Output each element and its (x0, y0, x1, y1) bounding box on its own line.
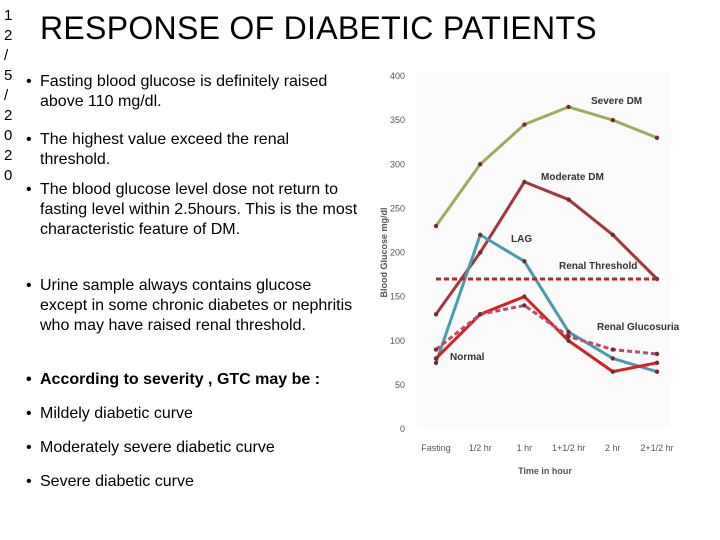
data-point (610, 117, 615, 123)
bullet-item: The blood glucose level dose not return … (10, 180, 360, 240)
x-tick-label: 2+1/2 hr (640, 443, 673, 453)
data-point (478, 250, 483, 255)
x-tick-label: Fasting (421, 443, 451, 453)
series-annotation: Moderate DM (541, 172, 604, 183)
y-tick-label: 300 (390, 159, 405, 169)
data-point (522, 179, 527, 185)
data-point (566, 104, 571, 110)
data-point (566, 329, 571, 335)
data-point (522, 294, 527, 299)
data-point (433, 223, 439, 229)
series-line (434, 105, 658, 227)
vertical-date: 1 2 / 5 / 2 0 2 0 (4, 6, 20, 186)
series-line (434, 180, 659, 316)
date-char: 2 (4, 27, 13, 44)
data-point (610, 347, 615, 352)
bullet-item: The highest value exceed the renal thres… (10, 130, 360, 170)
data-point (610, 369, 615, 374)
date-char: 0 (4, 167, 13, 184)
y-tick-label: 200 (390, 248, 405, 258)
series-line (434, 233, 658, 374)
data-point (478, 162, 483, 167)
data-point (654, 369, 660, 374)
plot-area (417, 72, 670, 429)
bullet-item: Mildely diabetic curve (10, 404, 360, 424)
x-tick-label: 2 hr (605, 443, 621, 453)
data-point (654, 360, 660, 366)
date-char: / (4, 47, 9, 64)
series-annotation: Renal Glucosuria (597, 322, 680, 333)
date-char: 0 (4, 127, 13, 144)
chart-svg: 0 50 100 150 200 250 300 350 400 Fasting 1/2 hr 1 h… (379, 71, 680, 476)
data-point (433, 312, 439, 317)
data-point (433, 360, 439, 366)
x-axis-label: Time in hour (518, 466, 572, 476)
data-point (522, 259, 527, 264)
y-tick-label: 150 (390, 292, 405, 302)
data-point (522, 303, 527, 308)
bullet-item: According to severity , GTC may be : (10, 370, 360, 390)
data-point (566, 334, 571, 339)
x-tick-label: 1+1/2 hr (552, 443, 585, 453)
slide-title: RESPONSE OF DIABETIC PATIENTS (40, 10, 597, 46)
series-line (435, 303, 658, 356)
data-point (478, 232, 483, 238)
y-axis-label: Blood Glucose mg/dl (379, 207, 389, 297)
data-point (566, 338, 571, 343)
y-tick-label: 250 (390, 203, 405, 213)
glucose-tolerance-chart: 0 50 100 150 200 250 300 350 400 Fasting 1/2 hr 1 h… (365, 62, 680, 494)
date-char: / (4, 87, 9, 104)
data-point (610, 356, 615, 361)
date-char: 2 (4, 147, 13, 164)
data-point (610, 232, 615, 238)
y-tick-label: 350 (390, 115, 405, 125)
data-point (433, 347, 439, 352)
series-line (434, 295, 658, 374)
series-annotation: LAG (511, 234, 532, 245)
x-tick-label: 1/2 hr (469, 443, 492, 453)
data-point (654, 135, 660, 140)
data-point (522, 122, 527, 127)
y-tick-label: 400 (390, 71, 405, 81)
y-tick-label: 50 (395, 380, 405, 390)
bullet-item: Urine sample always contains glucose exc… (10, 276, 360, 336)
series-annotation: Renal Threshold (559, 261, 637, 272)
data-point (433, 356, 439, 361)
data-point (478, 312, 483, 317)
date-char: 2 (4, 107, 13, 124)
x-tick-label: 1 hr (517, 443, 533, 453)
y-tick-label: 100 (390, 336, 405, 346)
series-annotation: Severe DM (591, 96, 642, 107)
y-tick-label: 0 (400, 424, 405, 434)
data-point (654, 351, 660, 357)
data-point (566, 197, 571, 202)
bullet-item: Fasting blood glucose is definitely rais… (10, 72, 360, 112)
bullet-item: Severe diabetic curve (10, 472, 360, 492)
date-char: 1 (4, 7, 13, 24)
date-char: 5 (4, 67, 13, 84)
bullet-item: Moderately severe diabetic curve (10, 438, 360, 458)
series-annotation: Normal (450, 352, 485, 363)
